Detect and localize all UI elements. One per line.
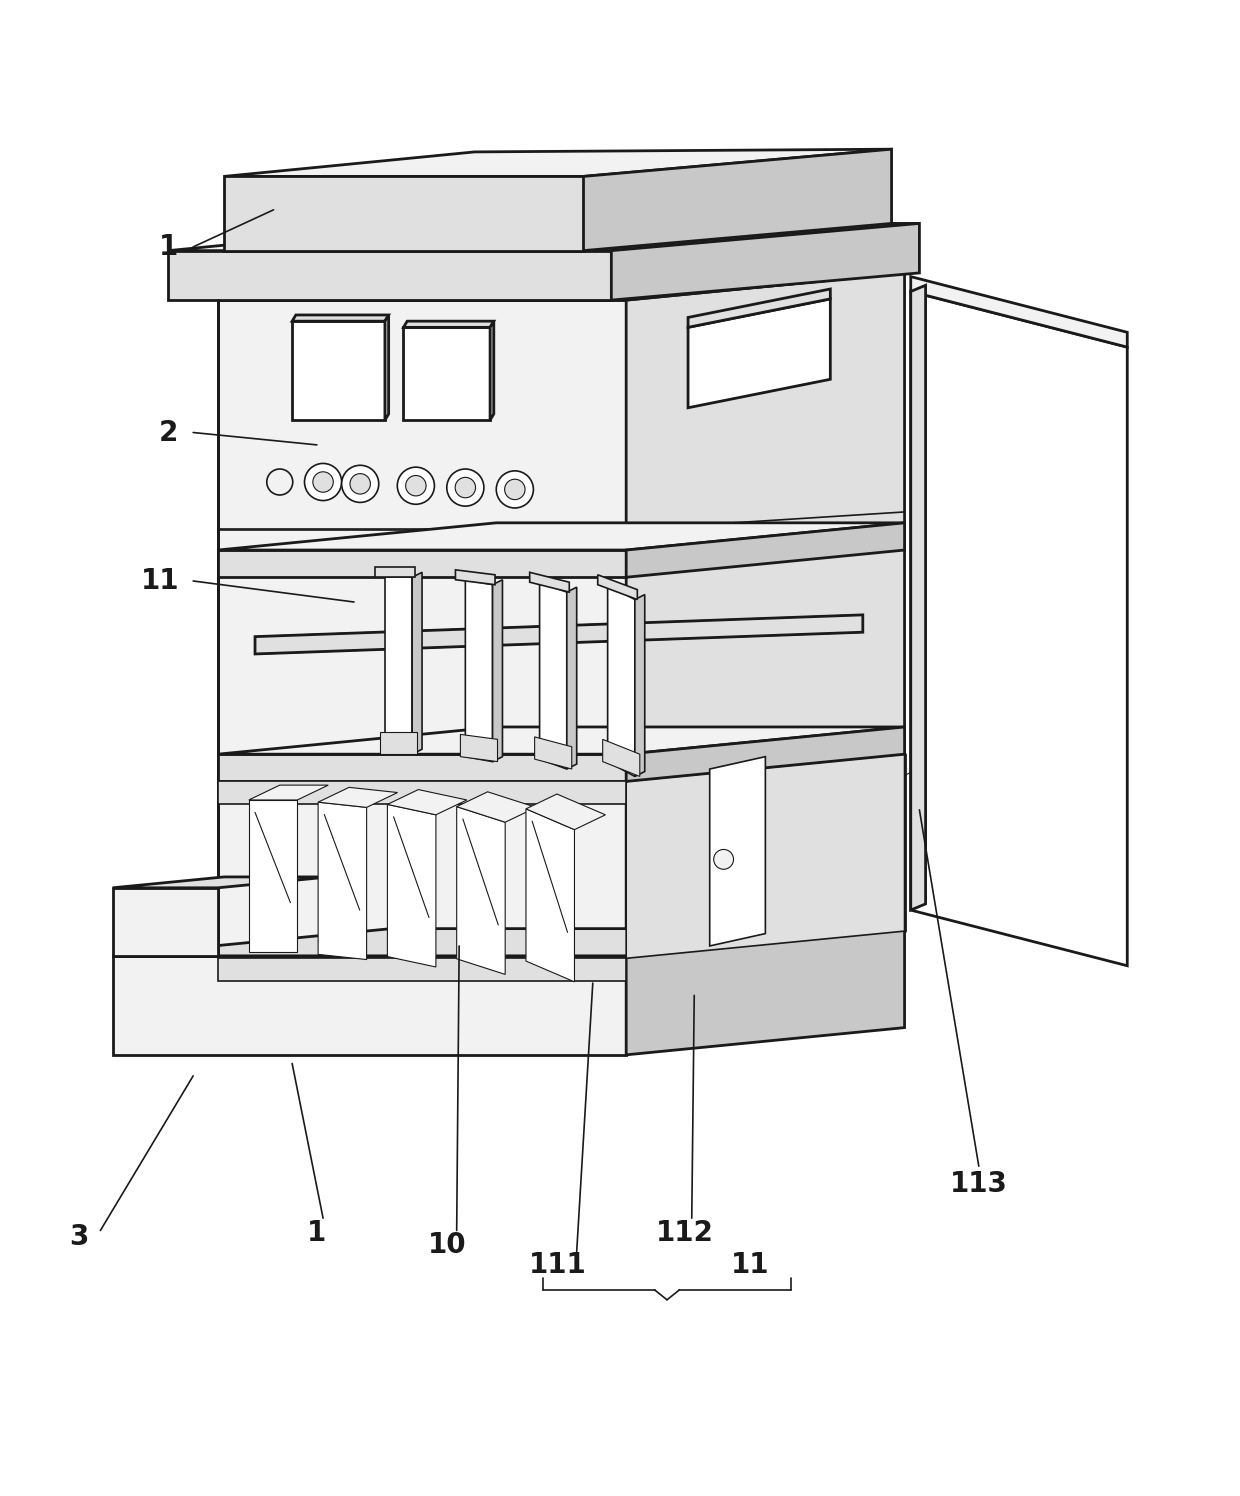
Polygon shape	[603, 739, 640, 776]
Text: 1: 1	[159, 233, 179, 260]
Polygon shape	[319, 802, 367, 959]
Text: 11: 11	[140, 567, 179, 595]
Polygon shape	[403, 328, 490, 420]
Polygon shape	[218, 781, 626, 803]
Polygon shape	[567, 586, 577, 769]
Text: 1: 1	[308, 1219, 326, 1248]
Polygon shape	[490, 322, 494, 420]
Polygon shape	[218, 551, 626, 577]
Polygon shape	[455, 570, 495, 585]
Circle shape	[405, 476, 427, 495]
Polygon shape	[387, 805, 436, 966]
Polygon shape	[218, 754, 626, 781]
Polygon shape	[526, 794, 605, 830]
Polygon shape	[218, 727, 904, 754]
Text: 2: 2	[159, 419, 179, 446]
Polygon shape	[456, 791, 536, 823]
Circle shape	[714, 850, 734, 869]
Circle shape	[455, 477, 476, 498]
Polygon shape	[910, 292, 1127, 966]
Polygon shape	[169, 251, 611, 301]
Text: 11: 11	[730, 1251, 769, 1279]
Polygon shape	[460, 735, 497, 761]
Text: 113: 113	[950, 1170, 1008, 1197]
Polygon shape	[626, 522, 904, 577]
Circle shape	[496, 471, 533, 509]
Polygon shape	[910, 277, 1127, 347]
Polygon shape	[113, 956, 626, 1055]
Polygon shape	[169, 223, 919, 251]
Polygon shape	[113, 887, 218, 956]
Polygon shape	[626, 727, 904, 781]
Circle shape	[446, 470, 484, 506]
Polygon shape	[224, 150, 892, 177]
Polygon shape	[611, 223, 919, 301]
Circle shape	[267, 470, 293, 495]
Polygon shape	[456, 806, 505, 974]
Polygon shape	[626, 272, 904, 956]
Polygon shape	[534, 738, 572, 769]
Polygon shape	[218, 959, 626, 980]
Circle shape	[505, 479, 525, 500]
Polygon shape	[910, 286, 925, 910]
Text: 112: 112	[656, 1219, 713, 1248]
Polygon shape	[626, 929, 904, 1055]
Polygon shape	[492, 580, 502, 761]
Polygon shape	[626, 754, 904, 959]
Circle shape	[312, 471, 334, 492]
Polygon shape	[539, 582, 567, 769]
Polygon shape	[293, 316, 388, 322]
Polygon shape	[319, 787, 398, 808]
Polygon shape	[218, 272, 904, 301]
Polygon shape	[403, 322, 494, 328]
Polygon shape	[608, 585, 635, 776]
Text: 111: 111	[529, 1251, 587, 1279]
Polygon shape	[249, 785, 329, 800]
Polygon shape	[384, 577, 412, 754]
Circle shape	[305, 464, 342, 501]
Polygon shape	[255, 615, 863, 654]
Polygon shape	[218, 301, 626, 956]
Polygon shape	[412, 573, 422, 754]
Polygon shape	[635, 594, 645, 776]
Polygon shape	[465, 580, 492, 761]
Polygon shape	[688, 299, 831, 408]
Polygon shape	[526, 809, 574, 981]
Polygon shape	[224, 177, 584, 251]
Polygon shape	[374, 567, 414, 577]
Polygon shape	[529, 573, 569, 592]
Polygon shape	[709, 757, 765, 945]
Circle shape	[342, 465, 378, 503]
Circle shape	[397, 467, 434, 504]
Polygon shape	[384, 316, 388, 420]
Polygon shape	[293, 322, 384, 420]
Polygon shape	[249, 800, 298, 951]
Polygon shape	[688, 289, 831, 328]
Text: 3: 3	[69, 1222, 89, 1251]
Polygon shape	[387, 790, 466, 815]
Polygon shape	[113, 877, 330, 887]
Polygon shape	[584, 150, 892, 251]
Polygon shape	[598, 574, 637, 600]
Polygon shape	[218, 522, 904, 551]
Circle shape	[350, 474, 371, 494]
Polygon shape	[113, 929, 904, 956]
Text: 10: 10	[428, 1231, 466, 1260]
Polygon shape	[379, 732, 417, 754]
